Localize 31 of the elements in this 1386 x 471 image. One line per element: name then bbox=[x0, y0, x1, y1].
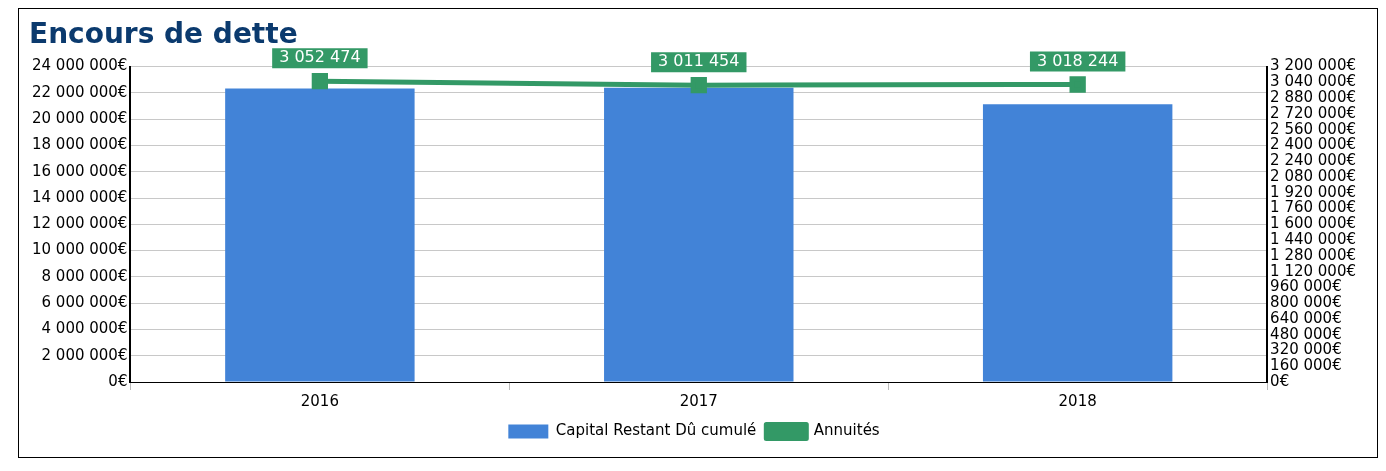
y-tick-label: 14 000 000€ bbox=[31, 187, 128, 206]
y-tick-label: 8 000 000€ bbox=[41, 266, 128, 285]
y2-tick-label: 2 560 000€ bbox=[1270, 119, 1357, 138]
y-tick-label: 24 000 000€ bbox=[31, 56, 128, 75]
y-tick-label: 12 000 000€ bbox=[31, 214, 128, 233]
data-label: 3 011 454 bbox=[658, 51, 740, 71]
y-tick-label: 22 000 000€ bbox=[31, 82, 128, 101]
y-tick-label: 4 000 000€ bbox=[41, 319, 128, 338]
y-tick-label: 6 000 000€ bbox=[41, 293, 128, 312]
y2-tick-label: 320 000€ bbox=[1270, 340, 1342, 359]
legend-label: Capital Restant Dû cumulé bbox=[555, 421, 757, 440]
y-tick-label: 2 000 000€ bbox=[41, 345, 128, 364]
y2-tick-label: 3 040 000€ bbox=[1270, 72, 1357, 91]
y2-tick-label: 480 000€ bbox=[1270, 324, 1342, 343]
y-tick-label: 10 000 000€ bbox=[31, 240, 128, 259]
legend-label: Annuités bbox=[813, 421, 880, 440]
data-label: 3 018 244 bbox=[1036, 50, 1119, 70]
y2-tick-label: 1 920 000€ bbox=[1270, 182, 1357, 201]
y-tick-label: 20 000 000€ bbox=[31, 109, 128, 128]
y-tick-label: 16 000 000€ bbox=[31, 161, 128, 180]
y2-tick-label: 2 400 000€ bbox=[1270, 135, 1357, 154]
y2-tick-label: 1 760 000€ bbox=[1270, 198, 1357, 217]
x-tick-label: 2016 bbox=[300, 391, 339, 410]
y2-tick-label: 1 280 000€ bbox=[1270, 245, 1357, 264]
y2-tick-label: 1 120 000€ bbox=[1270, 261, 1357, 280]
x-tick-label: 2018 bbox=[1058, 391, 1097, 410]
y2-tick-label: 3 200 000€ bbox=[1270, 56, 1357, 75]
y2-tick-label: 960 000€ bbox=[1270, 277, 1342, 296]
x-tick-label: 2017 bbox=[679, 391, 718, 410]
y-tick-label: 18 000 000€ bbox=[31, 135, 128, 154]
y-tick-label: 0€ bbox=[108, 371, 128, 390]
